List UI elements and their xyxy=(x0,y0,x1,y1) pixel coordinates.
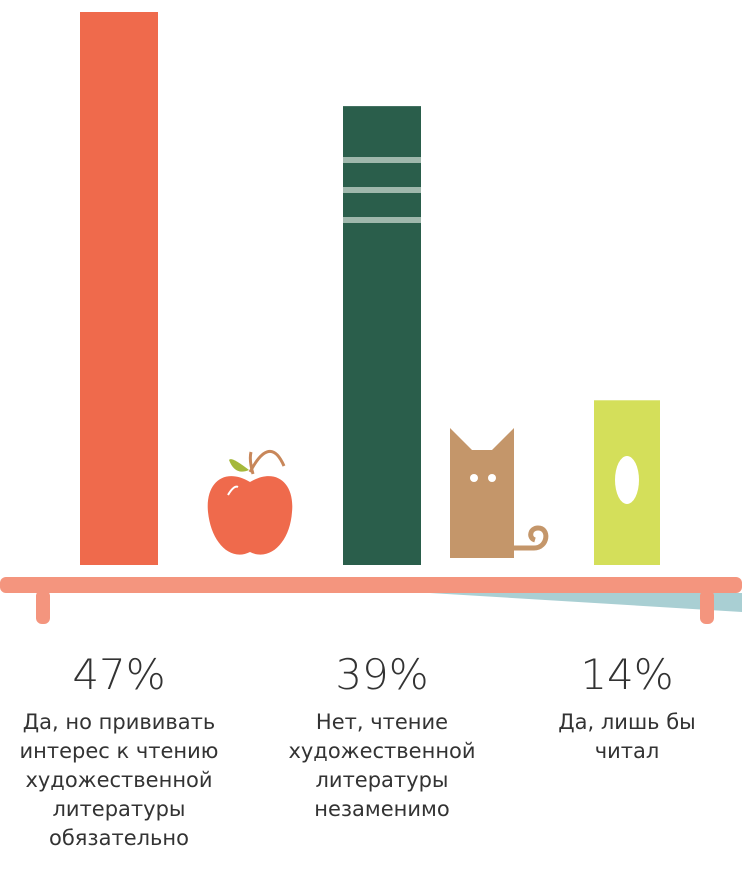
shelf-leg xyxy=(700,590,714,624)
value-label: 47% xyxy=(72,650,166,699)
shelf xyxy=(0,577,742,593)
bar xyxy=(80,12,158,565)
book-hole xyxy=(615,456,639,504)
category-label: Нет, чтение художественной литературы не… xyxy=(288,710,476,821)
category-label: Да, лишь бы читал xyxy=(558,710,696,763)
shelf-leg xyxy=(36,590,50,624)
apple xyxy=(207,450,293,555)
shelf-shadow xyxy=(430,593,742,612)
value-label: 14% xyxy=(580,650,674,699)
bar xyxy=(343,106,421,566)
cat xyxy=(450,428,549,558)
value-label: 39% xyxy=(335,650,429,699)
category-label: Да, но прививать интерес к чтению художе… xyxy=(19,710,219,850)
